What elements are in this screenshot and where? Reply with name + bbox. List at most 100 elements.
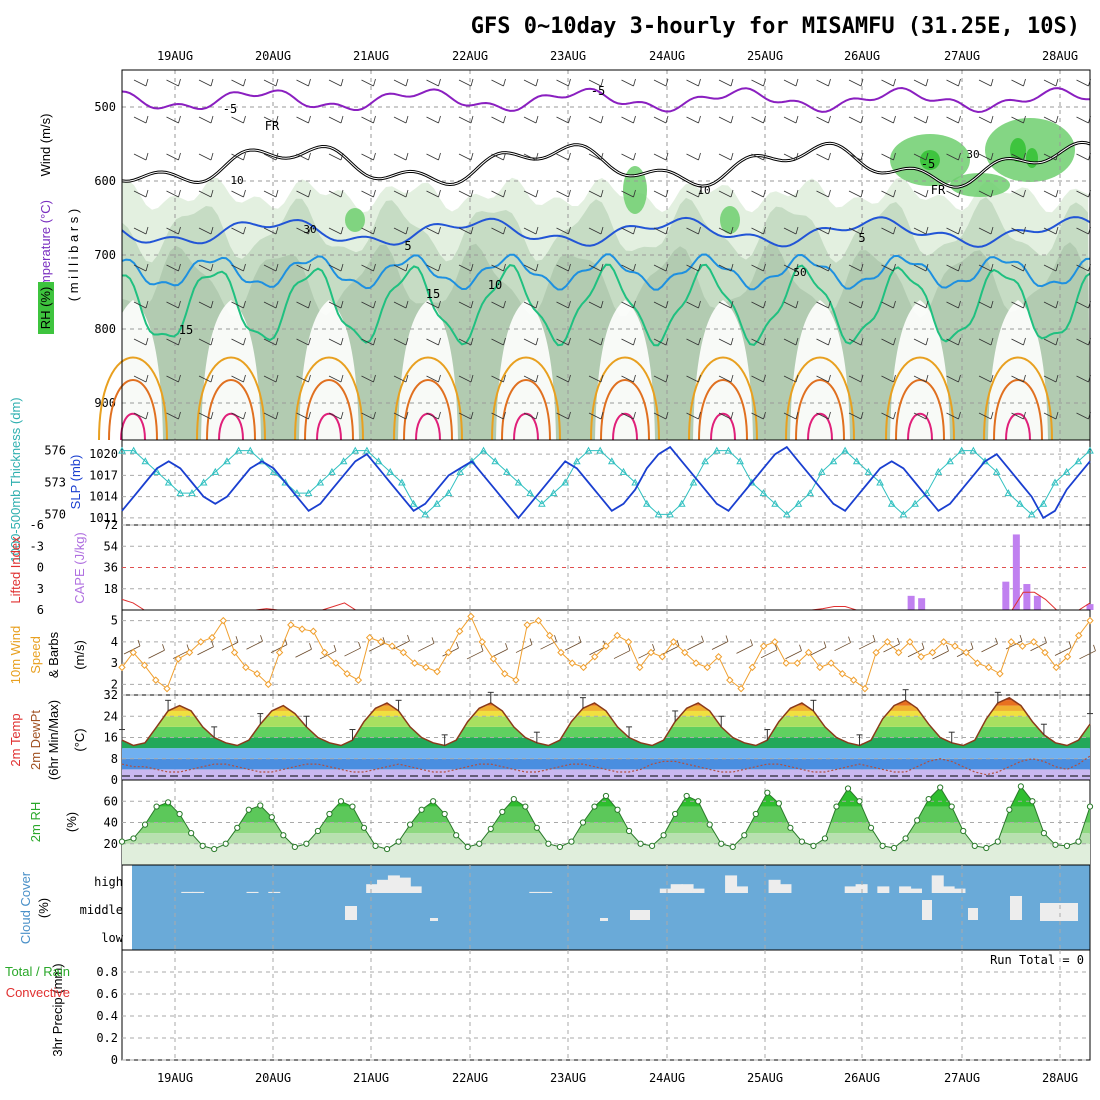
temp-tick-0: 32 bbox=[104, 688, 118, 702]
cloud-mid-gap-6 bbox=[430, 918, 438, 921]
upper-barb bbox=[816, 190, 829, 198]
upper-barb bbox=[166, 116, 179, 124]
upper-barb bbox=[783, 79, 797, 87]
wind-barb bbox=[466, 650, 484, 660]
upper-barb bbox=[426, 153, 439, 161]
upper-barb bbox=[263, 301, 277, 309]
upper-barb bbox=[686, 190, 699, 198]
wind-speed-point bbox=[669, 638, 678, 646]
upper-barb bbox=[621, 412, 634, 420]
wind-speed-point bbox=[984, 663, 993, 672]
thickness-point bbox=[642, 499, 651, 507]
upper-barb-tick bbox=[438, 115, 441, 124]
label-m5a: -5 bbox=[223, 102, 237, 116]
upper-barb bbox=[718, 412, 732, 420]
li-tick-4: 6 bbox=[37, 603, 44, 617]
upper-barb bbox=[653, 227, 667, 235]
upper-barb-tick bbox=[665, 152, 669, 161]
upper-barb bbox=[1011, 227, 1024, 235]
wind-speed-point bbox=[996, 670, 1004, 678]
cloud-high-gap bbox=[540, 891, 553, 893]
upper-barb-tick bbox=[243, 300, 246, 309]
upper-barb-tick bbox=[470, 337, 474, 346]
upper-barb-tick bbox=[763, 152, 766, 161]
li-line bbox=[121, 591, 1091, 611]
wind-barb-tick bbox=[162, 644, 165, 651]
rh2m-point bbox=[383, 845, 391, 853]
upper-barb-tick bbox=[405, 411, 409, 420]
wind-barb bbox=[270, 644, 288, 653]
thickness-point bbox=[258, 457, 266, 465]
upper-barb bbox=[946, 79, 959, 87]
rh2m-point bbox=[591, 803, 598, 810]
upper-barb-tick bbox=[308, 189, 311, 198]
upper-barb-tick bbox=[990, 337, 994, 346]
upper-barb bbox=[718, 190, 732, 198]
rh2m-point bbox=[787, 824, 794, 831]
temp-tick-2: 16 bbox=[104, 731, 118, 745]
warm-dome-9-2 bbox=[1005, 412, 1031, 441]
li-tick-1: -3 bbox=[30, 539, 44, 553]
upper-barb-tick bbox=[730, 337, 734, 346]
upper-barb bbox=[458, 116, 472, 124]
upper-barb-tick bbox=[1023, 411, 1026, 420]
rh-green-2 bbox=[623, 166, 647, 214]
upper-barb bbox=[751, 264, 764, 272]
upper-barb-tick bbox=[405, 226, 409, 235]
rh2m-point bbox=[971, 842, 978, 849]
upper-barb bbox=[328, 190, 342, 198]
thickness-point bbox=[1074, 457, 1083, 465]
wind-barb-tick bbox=[1068, 641, 1072, 648]
upper-barb-tick bbox=[990, 263, 994, 272]
upper-barb-tick bbox=[210, 411, 214, 420]
thickness-point bbox=[526, 489, 535, 497]
upper-barb-tick bbox=[438, 189, 441, 198]
upper-barb-tick bbox=[145, 300, 149, 309]
upper-barb-tick bbox=[145, 189, 149, 198]
wind-barb bbox=[344, 647, 361, 657]
upper-barb-tick bbox=[893, 374, 896, 383]
upper-barb-tick bbox=[698, 152, 701, 161]
upper-barb bbox=[166, 79, 179, 87]
upper-barb bbox=[523, 338, 537, 346]
upper-barb-tick bbox=[568, 263, 571, 272]
temp-band-4 bbox=[122, 726, 1090, 738]
upper-barb-tick bbox=[698, 411, 701, 420]
wind-speed-point bbox=[489, 655, 498, 663]
wind-barb-tick bbox=[946, 644, 949, 652]
upper-barb bbox=[263, 338, 277, 346]
upper-barb bbox=[1076, 153, 1089, 161]
upper-barb-tick bbox=[308, 78, 311, 87]
upper-barb bbox=[913, 412, 927, 420]
cape-bar bbox=[1023, 584, 1031, 610]
rh-band-3 bbox=[122, 806, 1090, 823]
upper-barb bbox=[621, 338, 634, 346]
upper-barb bbox=[198, 412, 212, 420]
upper-barb bbox=[491, 79, 504, 87]
upper-barb-tick bbox=[438, 337, 441, 346]
label-t15b: 15 bbox=[179, 323, 193, 337]
rh2m-point bbox=[545, 840, 552, 847]
warm-dome-3-1 bbox=[403, 379, 453, 441]
wind-barb-tick bbox=[970, 642, 974, 649]
cloud-high-gap bbox=[409, 886, 422, 893]
upper-barb bbox=[458, 301, 472, 309]
upper-barb-tick bbox=[990, 152, 994, 161]
upper-barb-tick bbox=[145, 115, 149, 124]
upper-barb bbox=[686, 227, 699, 235]
upper-barb bbox=[881, 375, 894, 383]
upper-barb bbox=[881, 79, 894, 87]
upper-barb-tick bbox=[763, 189, 766, 198]
warm-dome-8-1 bbox=[895, 379, 945, 441]
upper-barb-tick bbox=[470, 152, 474, 161]
cloud-mid-gap-0 bbox=[345, 906, 357, 920]
wind-speed-point bbox=[1018, 642, 1027, 650]
upper-barb-tick bbox=[730, 411, 734, 420]
wind-barb bbox=[197, 646, 214, 656]
upper-barb-tick bbox=[178, 411, 181, 420]
label-t5b: 5 bbox=[858, 231, 865, 245]
contour-10 bbox=[121, 253, 1091, 291]
wind-barb-tick bbox=[1019, 634, 1023, 642]
cloud-high-gap bbox=[181, 891, 194, 893]
upper-barb-tick bbox=[860, 115, 864, 124]
